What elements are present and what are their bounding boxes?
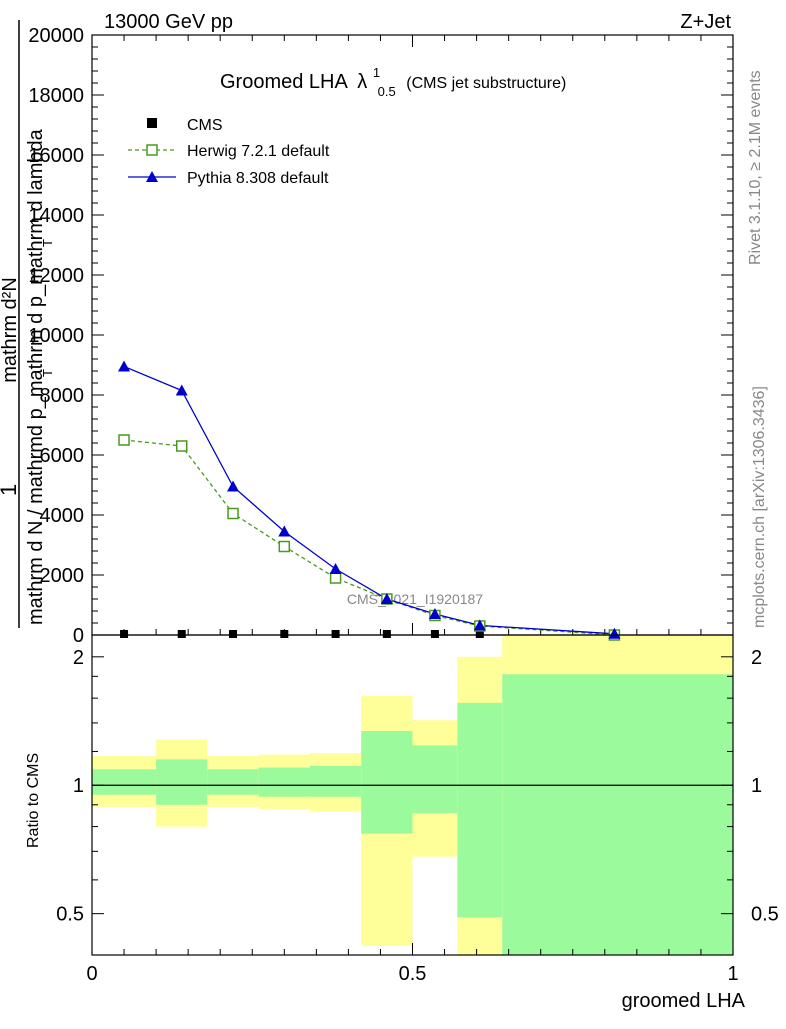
ratio-y-tick-label-left: 2 [73,647,84,669]
main-y-tick-label: 8000 [40,385,85,407]
y-label-one: 1 [0,484,21,496]
cms-point [229,630,238,638]
ratio-y-axis-label: Ratio to CMS [25,753,42,848]
legend-herwig-label: Herwig 7.2.1 default [187,143,330,160]
title-sup: 1 [373,65,380,80]
analysis-watermark: CMS_2021_I1920187 [347,591,483,607]
legend-cms-label: CMS [187,117,223,134]
main-y-tick-label: 4000 [40,505,85,527]
herwig-point [118,434,130,446]
herwig-line [123,439,615,636]
ratio-y-axis: 0.5 0.5 1 1 2 2 [56,647,779,926]
main-x-axis-ticks [91,35,734,635]
main-y-tick-label: 10000 [28,325,84,347]
cms-point [382,630,391,638]
pythia-point [118,360,131,372]
main-y-axis-label: 1 mathrm d²N mathrm d N / mathrmd p_math… [0,20,55,628]
main-y-tick-label: 2000 [40,565,85,587]
y-label-subscript-t2: T [40,369,55,377]
stat-band-0 [92,769,157,795]
y-label-numerator: mathrm d²N [0,277,21,383]
stat-band-7 [457,702,503,918]
cms-point [475,630,484,638]
title-sub: 0.5 [378,84,396,99]
herwig-point [329,572,342,584]
ratio-bands [92,635,733,955]
herwig-point [278,540,291,553]
stat-band-1 [156,759,208,805]
stat-band-5 [361,731,413,834]
process-label: Z+Jet [680,11,731,33]
herwig-point [175,440,188,452]
title-note: (CMS jet substructure) [406,75,566,92]
main-y-tick-label: 14000 [28,205,84,227]
stat-band-3 [258,767,310,797]
cms-point [177,630,186,638]
pythia-point [175,384,188,396]
pythia-point [428,608,441,619]
stat-band-4 [309,765,362,797]
ratio-x-axis: 0 0.5 1 [86,943,739,985]
legend-herwig-marker [146,144,158,156]
stat-band-2 [207,769,259,795]
legend-pythia-marker [146,171,158,182]
main-y-tick-label: 0 [73,625,84,647]
pythia-point [380,593,393,604]
ratio-y-tick-label-left: 1 [73,775,84,797]
ratio-y-tick-label-left: 0.5 [56,904,84,926]
x-axis-label: groomed LHA [622,990,746,1012]
cms-point [280,630,289,638]
legend-pythia-label: Pythia 8.308 default [187,170,329,187]
pythia-point [329,563,342,574]
cms-point [331,630,340,638]
ratio-x-tick-label: 0 [86,963,97,985]
stat-band-6 [412,745,458,814]
title-main: Groomed LHA [220,71,348,93]
ratio-y-tick-label-right: 2 [751,647,762,669]
main-y-tick-label: 16000 [28,145,84,167]
ratio-x-tick-label: 1 [727,963,738,985]
herwig-point [227,507,239,520]
ratio-x-tick-label: 0.5 [399,963,427,985]
pythia-point [278,525,291,537]
main-y-tick-label: 6000 [40,445,85,467]
ratio-y-tick-label-right: 1 [751,775,762,797]
y-label-subscript-t1: T [40,239,55,247]
cms-point [430,630,439,638]
pythia-point [608,627,621,639]
cms-point [120,630,129,638]
main-series [118,360,621,641]
pythia-point [473,619,486,631]
legend: CMS Herwig 7.2.1 default Pythia 8.308 de… [128,117,330,187]
ratio-y-tick-label-right: 0.5 [751,904,779,926]
y-label-denominator: mathrm d N / mathrmd p_mathrm d p_mathrm… [25,128,47,625]
main-y-tick-label: 18000 [28,85,84,107]
energy-label: 13000 GeV pp [104,11,233,33]
rivet-label: Rivet 3.1.10, ≥ 2.1M events [747,70,764,265]
pythia-point [227,480,240,492]
main-y-tick-label: 12000 [28,265,84,287]
main-y-tick-label: 20000 [28,25,84,47]
title-lambda: λ [357,71,367,93]
plot-title: Groomed LHA λ 1 0.5 (CMS jet substructur… [220,60,566,101]
stat-band-8 [502,674,733,955]
main-y-axis: 0 2000 4000 6000 8000 10000 12000 14000 16000 180… [28,25,733,647]
legend-cms-marker [147,118,157,128]
mcplots-label: mcplots.cern.ch [arXiv:1306.3436] [751,386,768,628]
